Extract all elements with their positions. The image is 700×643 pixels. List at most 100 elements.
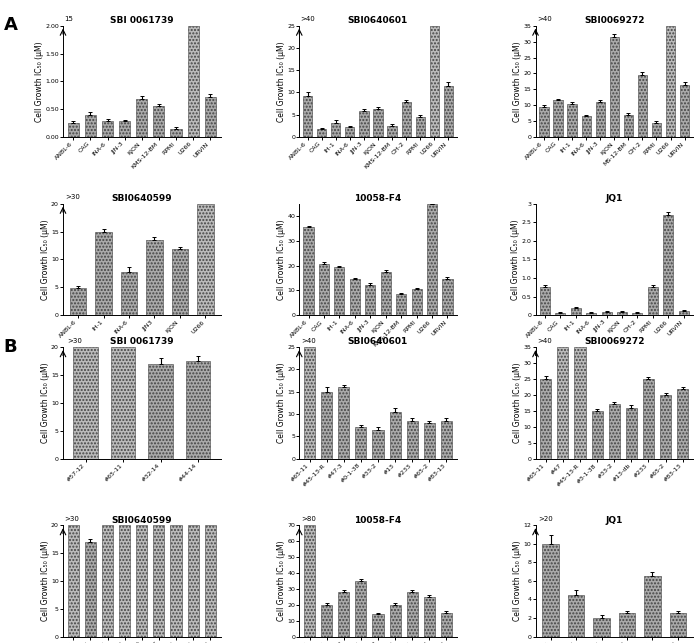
Title: SBI 0061739: SBI 0061739 — [110, 16, 174, 25]
Bar — [430, 26, 439, 137]
Bar — [372, 430, 384, 458]
Bar — [372, 614, 384, 637]
Bar — [204, 97, 216, 137]
Y-axis label: Cell Growth IC₅₀ (μM): Cell Growth IC₅₀ (μM) — [513, 363, 522, 443]
Bar — [402, 102, 411, 137]
Bar — [554, 100, 563, 137]
Bar — [586, 313, 596, 315]
Bar — [121, 271, 137, 315]
Bar — [582, 116, 591, 137]
Bar — [102, 525, 113, 637]
Bar — [356, 581, 366, 637]
Bar — [331, 123, 340, 137]
Bar — [444, 86, 453, 137]
Bar — [427, 204, 437, 315]
Y-axis label: Cell Growth IC₅₀ (μM): Cell Growth IC₅₀ (μM) — [513, 41, 522, 122]
Bar — [390, 605, 400, 637]
Bar — [148, 364, 173, 458]
Bar — [643, 379, 654, 458]
Text: 15: 15 — [64, 16, 74, 23]
Bar — [557, 347, 568, 458]
Bar — [441, 613, 452, 637]
Bar — [644, 576, 661, 637]
Bar — [424, 597, 435, 637]
Bar — [304, 347, 315, 458]
Bar — [575, 347, 586, 458]
Bar — [542, 544, 559, 637]
Bar — [350, 279, 360, 315]
Bar — [365, 285, 375, 315]
Bar — [85, 114, 96, 137]
Text: B: B — [4, 338, 17, 356]
Bar — [594, 618, 610, 637]
Y-axis label: Cell Growth IC₅₀ (μM): Cell Growth IC₅₀ (μM) — [41, 219, 50, 300]
Bar — [68, 123, 79, 137]
Bar — [407, 421, 418, 458]
Bar — [197, 204, 214, 315]
Bar — [610, 37, 619, 137]
Bar — [660, 395, 671, 458]
Bar — [70, 288, 87, 315]
Title: SBI 0061739: SBI 0061739 — [110, 338, 174, 347]
Bar — [617, 312, 627, 315]
Bar — [396, 294, 406, 315]
Bar — [319, 264, 329, 315]
Title: SBI0640601: SBI0640601 — [348, 16, 408, 25]
Title: SBI0640599: SBI0640599 — [111, 194, 172, 203]
Bar — [153, 525, 164, 637]
Bar — [188, 525, 199, 637]
Bar — [188, 26, 199, 137]
Text: >30: >30 — [64, 516, 80, 522]
Bar — [424, 423, 435, 458]
Bar — [303, 96, 312, 137]
Bar — [619, 613, 635, 637]
Bar — [442, 279, 452, 315]
Title: SBI0069272: SBI0069272 — [584, 16, 645, 25]
Bar — [441, 421, 452, 458]
Bar — [338, 387, 349, 458]
Title: 10058-F4: 10058-F4 — [354, 516, 402, 525]
Bar — [186, 361, 210, 458]
Bar — [68, 525, 79, 637]
Text: >40: >40 — [537, 16, 552, 23]
Bar — [666, 26, 675, 137]
Bar — [568, 104, 577, 137]
Bar — [321, 392, 332, 458]
Y-axis label: Cell Growth IC₅₀ (μM): Cell Growth IC₅₀ (μM) — [41, 541, 50, 621]
Bar — [74, 347, 98, 458]
Title: SBI0069272: SBI0069272 — [584, 338, 645, 347]
Bar — [102, 122, 113, 137]
Y-axis label: Cell Growth IC₅₀ (μM): Cell Growth IC₅₀ (μM) — [35, 41, 43, 122]
Bar — [679, 311, 689, 315]
Bar — [95, 231, 112, 315]
Bar — [568, 595, 584, 637]
Bar — [338, 592, 349, 637]
Bar — [648, 287, 658, 315]
Bar — [373, 109, 383, 137]
Text: >40: >40 — [301, 16, 316, 23]
Bar — [388, 126, 397, 137]
Text: >40: >40 — [537, 338, 552, 344]
Bar — [390, 412, 400, 458]
Bar — [669, 613, 686, 637]
Bar — [359, 111, 368, 137]
Bar — [609, 404, 620, 458]
Bar — [624, 114, 633, 137]
Bar — [170, 525, 181, 637]
Title: JQ1: JQ1 — [606, 194, 623, 203]
Bar — [638, 75, 647, 137]
Bar — [136, 99, 147, 137]
Bar — [407, 592, 418, 637]
Bar — [632, 313, 643, 315]
Text: >30: >30 — [66, 338, 82, 344]
Bar — [664, 215, 673, 315]
Bar — [540, 379, 552, 458]
Bar — [119, 525, 130, 637]
Bar — [321, 605, 332, 637]
Text: >30: >30 — [66, 194, 80, 201]
Y-axis label: Cell Growth IC₅₀ (μM): Cell Growth IC₅₀ (μM) — [513, 541, 522, 621]
Bar — [304, 227, 314, 315]
Bar — [540, 287, 550, 315]
Bar — [345, 127, 354, 137]
Bar — [592, 411, 603, 458]
